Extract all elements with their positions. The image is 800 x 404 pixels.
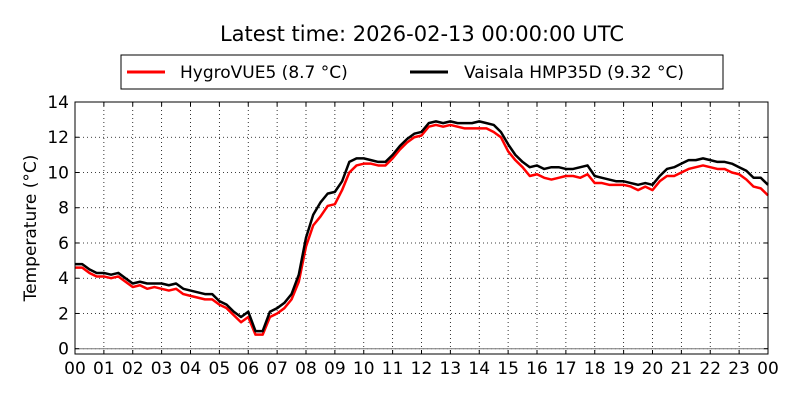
x-tick-label: 00 — [64, 359, 86, 379]
y-tick-label: 4 — [58, 269, 69, 289]
y-tick-label: 0 — [58, 340, 69, 360]
x-tick-label: 18 — [584, 359, 606, 379]
ticks — [74, 101, 769, 354]
y-tick-label: 10 — [47, 163, 69, 183]
x-tick-label: 05 — [209, 359, 231, 379]
legend-label-hygrovue5: HygroVUE5 (8.7 °C) — [180, 63, 348, 83]
x-tick-label: 06 — [237, 359, 259, 379]
y-tick-label: 6 — [58, 234, 69, 254]
x-axis-tick-labels: 00 01 02 03 04 05 06 07 08 09 10 11 12 13 14 15 16 17 18 19… — [64, 359, 779, 379]
x-tick-label: 16 — [526, 359, 548, 379]
x-tick-label: 13 — [440, 359, 462, 379]
y-axis-label: Temperature (°C) — [21, 155, 41, 303]
x-tick-label: 15 — [497, 359, 519, 379]
x-tick-label: 01 — [93, 359, 115, 379]
x-tick-label: 22 — [699, 359, 721, 379]
chart-title: Latest time: 2026-02-13 00:00:00 UTC — [220, 22, 624, 46]
x-tick-label: 08 — [295, 359, 317, 379]
x-tick-label: 00 — [757, 359, 779, 379]
y-tick-label: 12 — [47, 128, 69, 148]
x-tick-label: 10 — [353, 359, 375, 379]
plot-frame — [74, 101, 769, 355]
y-tick-label: 2 — [58, 304, 69, 324]
x-tick-label: 19 — [613, 359, 635, 379]
x-tick-label: 12 — [411, 359, 433, 379]
legend: HygroVUE5 (8.7 °C) Vaisala HMP35D (9.32 … — [120, 54, 724, 90]
x-tick-label: 02 — [122, 359, 144, 379]
x-tick-label: 07 — [266, 359, 288, 379]
x-tick-label: 04 — [180, 359, 202, 379]
x-tick-label: 17 — [555, 359, 577, 379]
y-tick-label: 8 — [58, 199, 69, 219]
x-tick-label: 20 — [642, 359, 664, 379]
x-tick-label: 03 — [151, 359, 173, 379]
x-tick-label: 14 — [468, 359, 490, 379]
grid — [75, 102, 768, 354]
x-tick-label: 21 — [671, 359, 693, 379]
y-tick-label: 14 — [47, 93, 69, 113]
y-axis-tick-labels: 0 2 4 6 8 10 12 14 — [47, 93, 69, 360]
series-layer — [75, 120, 769, 336]
x-tick-label: 09 — [324, 359, 346, 379]
series-line-hygrovue5 — [75, 123, 769, 336]
x-tick-label: 11 — [382, 359, 404, 379]
legend-label-vaisala: Vaisala HMP35D (9.32 °C) — [464, 63, 684, 83]
series-line-vaisala — [75, 120, 769, 333]
x-tick-label: 23 — [728, 359, 750, 379]
